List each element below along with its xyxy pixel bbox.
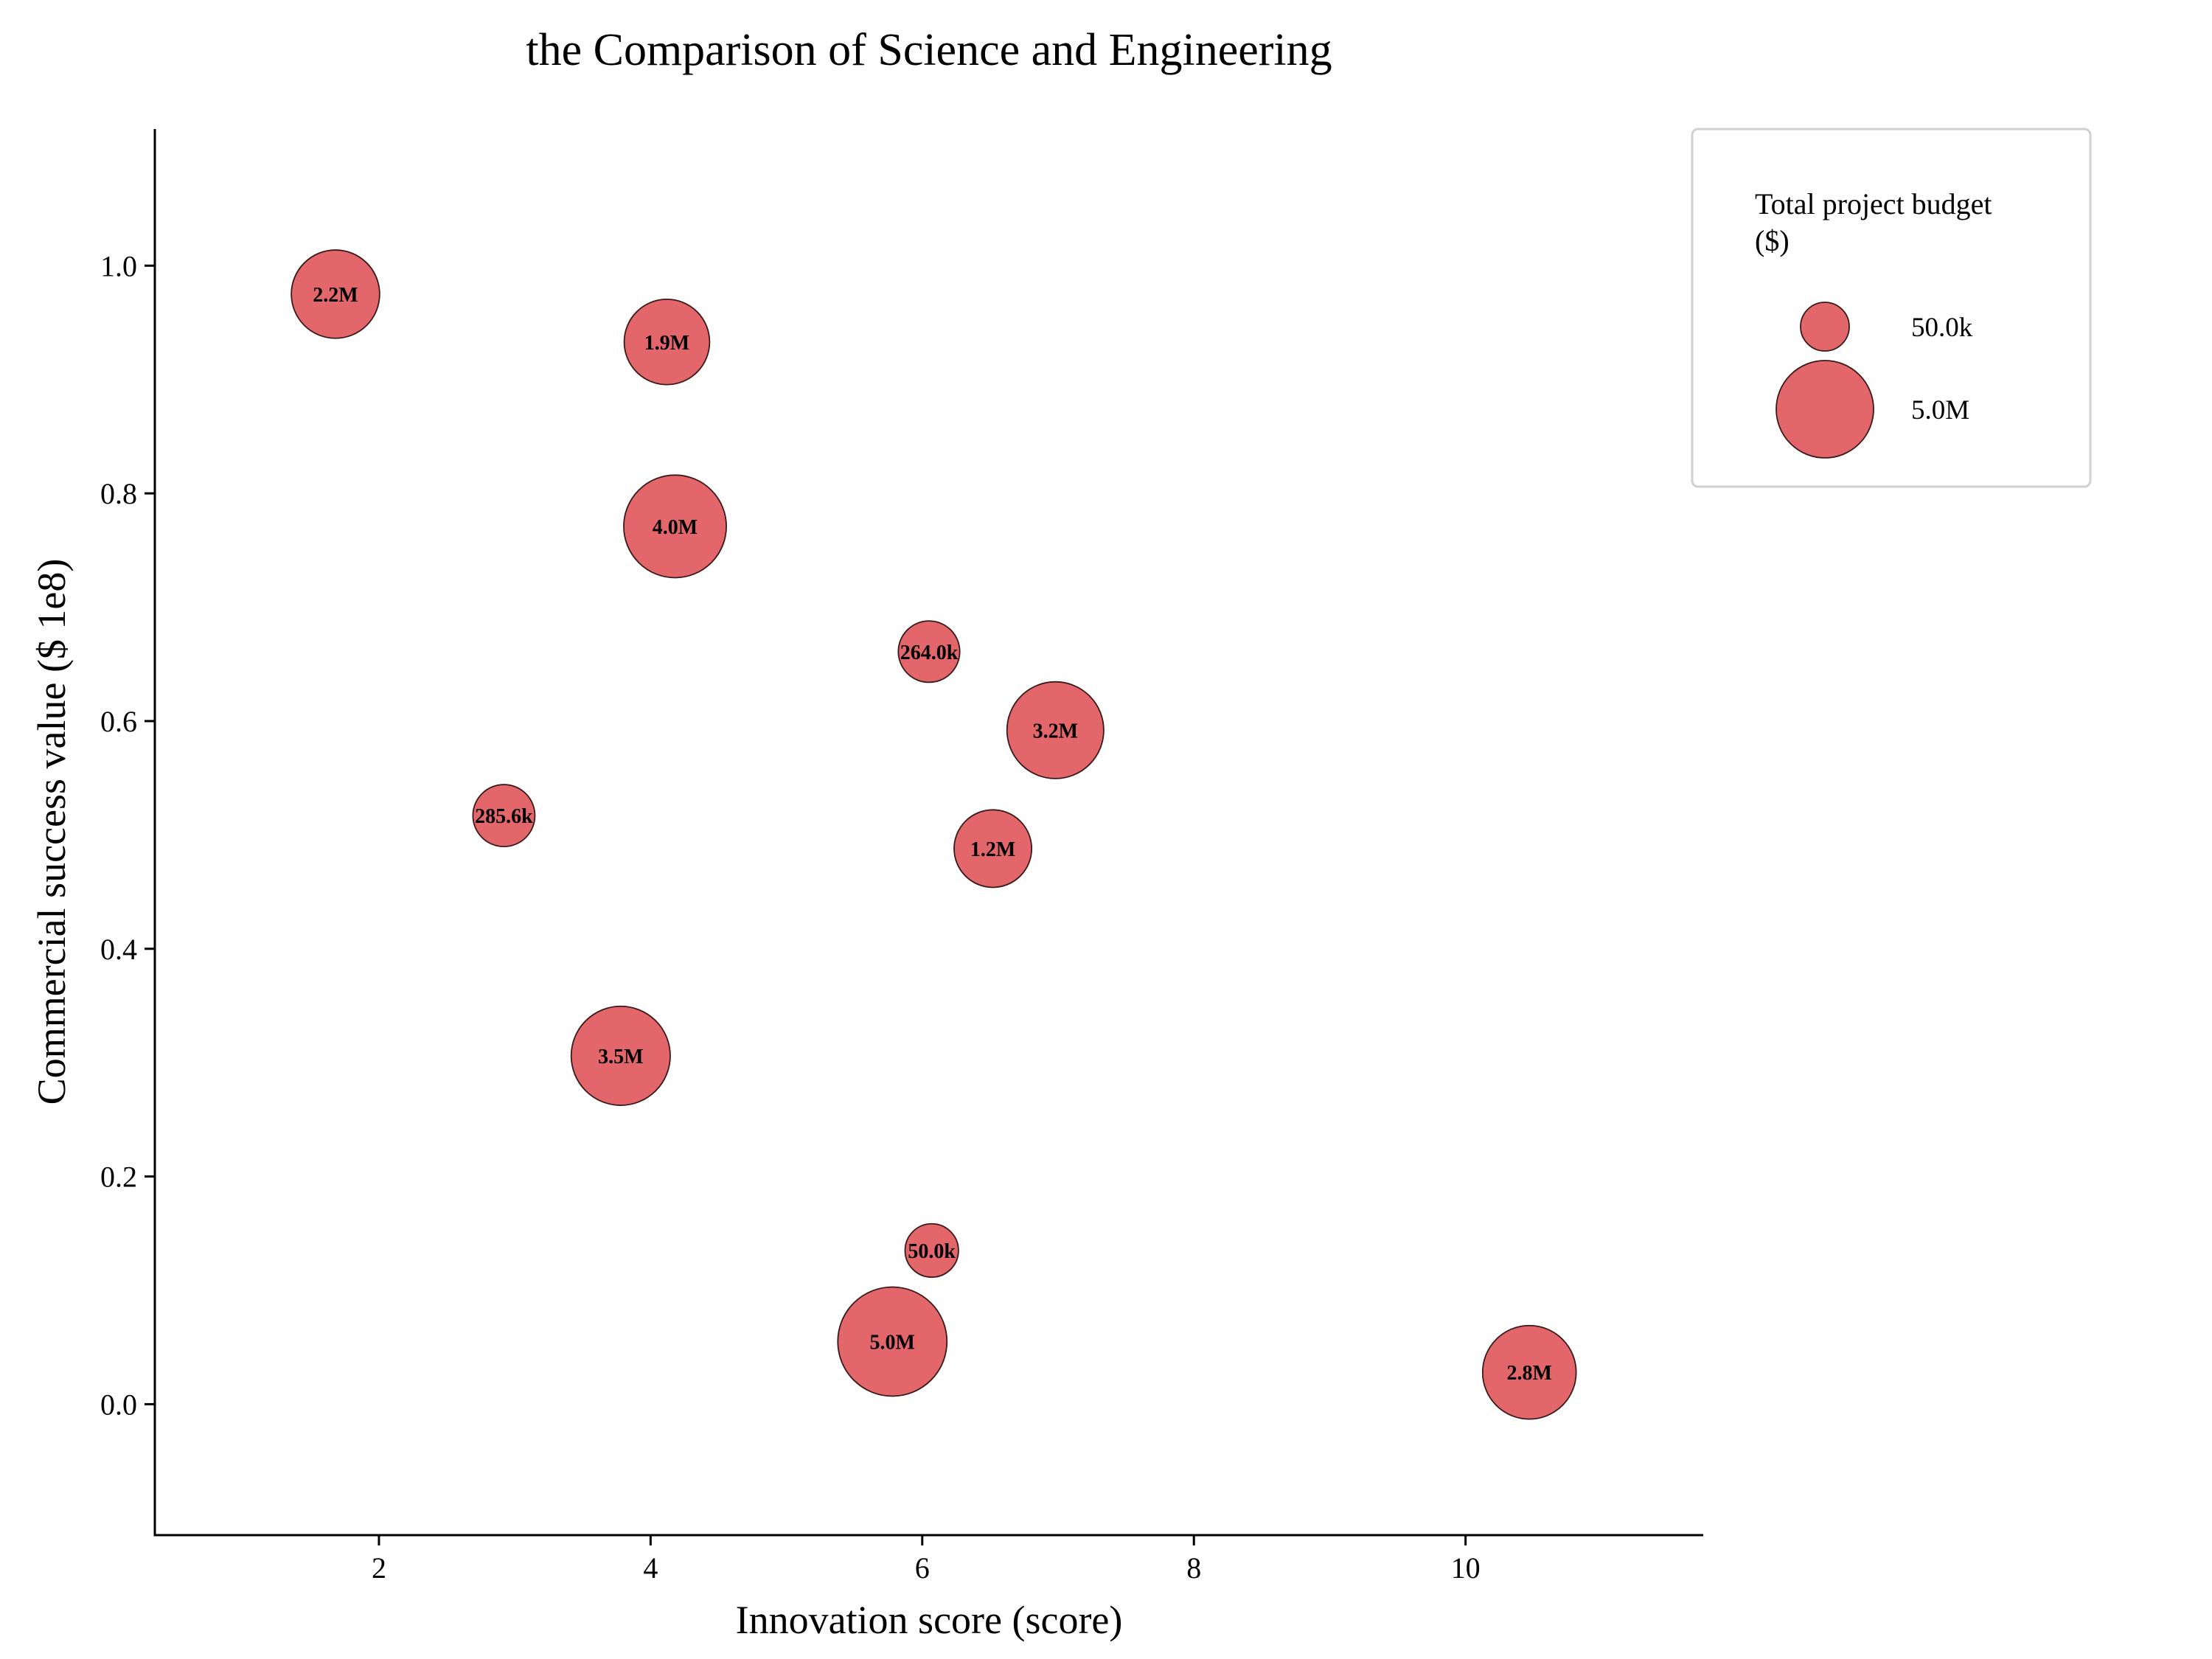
y-tick-label-5: 1.0 [100,249,137,282]
bubble-9 [837,1286,948,1397]
bubble-label-9: 5.0M [870,1331,915,1354]
x-tick-label-0: 2 [372,1551,386,1585]
y-tick-label-1: 0.2 [100,1161,137,1194]
legend-label-0: 50.0k [1911,313,1973,343]
bubble-label-4: 3.2M [1033,720,1078,742]
bubble-7 [570,1005,671,1106]
bubble-6 [953,809,1033,888]
bubble-label-6: 1.2M [970,838,1015,861]
x-tick-label-4: 10 [1451,1551,1481,1585]
bubble-label-7: 3.5M [598,1046,643,1068]
x-tick-label-1: 4 [643,1551,658,1585]
legend-frame [1691,128,2092,488]
legend-title-line-1: Total project budget [1755,187,1992,220]
bubble-label-8: 50.0k [908,1240,956,1263]
legend-bubble-1 [1775,360,1874,459]
y-axis-label: Commercial success value ($ 1e8) [29,559,74,1105]
bubbles-layer: 2.2M 1.9M 4.0M 264.0k 3.2M 285.6k 1.2M 3.5M 50.0… [291,249,1577,1420]
legend: Total project budget ($) 50.0k 5.0M [1691,128,2092,488]
bubble-8 [904,1222,959,1279]
legend-items: 50.0k 5.0M [1775,302,1973,459]
x-tick-label-2: 6 [915,1551,930,1585]
legend-bubble-0 [1800,302,1850,352]
x-axis-label: Innovation score (score) [736,1598,1123,1642]
legend-label-1: 5.0M [1911,395,1969,425]
x-ticks: 2 4 6 8 10 [372,1535,1481,1585]
x-tick-label-3: 8 [1186,1551,1201,1585]
bubble-label-10: 2.8M [1506,1362,1551,1385]
chart-title: the Comparison of Science and Engineerin… [526,25,1332,75]
bubble-label-2: 4.0M [653,516,698,539]
bubble-2 [623,474,727,579]
bubble-4 [1006,681,1105,779]
y-ticks: 0.0 0.2 0.4 0.6 0.8 1.0 [100,249,155,1421]
bubble-label-0: 2.2M [313,284,358,307]
legend-title-line-2: ($) [1755,224,1790,257]
y-tick-label-3: 0.6 [100,705,137,738]
bubble-1 [623,298,711,386]
bubble-label-5: 285.6k [475,805,533,828]
bubble-label-1: 1.9M [644,332,689,355]
bubble-10 [1481,1324,1577,1420]
bubble-label-3: 264.0k [900,641,959,664]
bubble-0 [291,249,380,339]
bubble-5 [472,784,536,848]
y-tick-label-2: 0.4 [100,933,137,966]
bubble-3 [897,620,961,684]
y-tick-label-4: 0.8 [100,477,137,510]
y-tick-label-0: 0.0 [100,1388,137,1421]
